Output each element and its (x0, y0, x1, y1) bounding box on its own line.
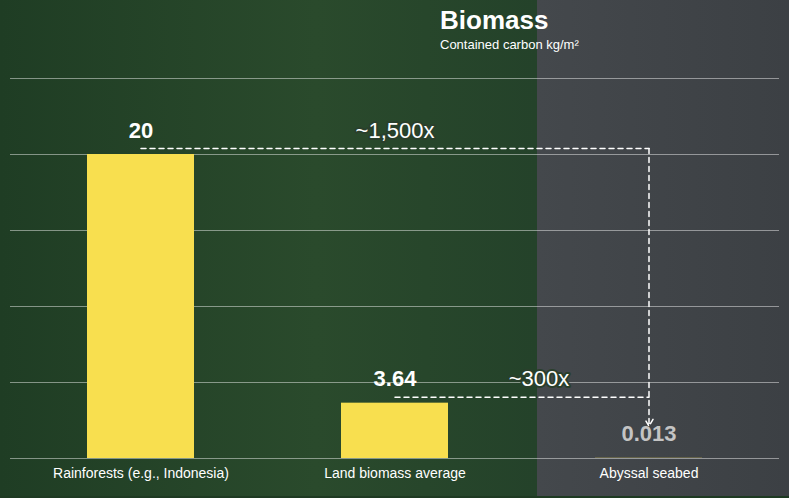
svg-text:Land biomass average: Land biomass average (324, 465, 466, 481)
svg-text:~1,500x: ~1,500x (356, 118, 435, 143)
html-text:Biomass: Biomass (440, 5, 549, 35)
svg-text:3.64: 3.64 (374, 366, 418, 391)
svg-text:Abyssal seabed: Abyssal seabed (600, 465, 699, 481)
svg-text:20: 20 (129, 118, 153, 143)
svg-text:~300x: ~300x (509, 366, 570, 391)
svg-text:0.013: 0.013 (621, 421, 676, 446)
html-text:Contained carbon kg/m²: Contained carbon kg/m² (440, 37, 579, 52)
svg-text:Rainforests (e.g., Indonesia): Rainforests (e.g., Indonesia) (53, 465, 229, 481)
